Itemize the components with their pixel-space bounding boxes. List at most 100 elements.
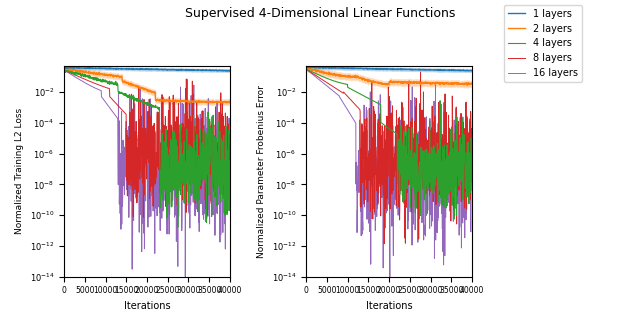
2 layers (61, 66, 68, 70)
16 layers (204, 151, 211, 155)
2 layers (226, 101, 234, 105)
16 layers (408, 243, 416, 247)
2 layers (463, 83, 471, 87)
8 layers (60, 68, 68, 72)
1 layers (408, 67, 415, 71)
1 layers (60, 66, 68, 69)
X-axis label: Iterations: Iterations (124, 301, 170, 311)
16 layers (468, 161, 476, 165)
16 layers (428, 214, 436, 218)
8 layers (408, 163, 416, 167)
1 layers (161, 67, 168, 71)
1 layers (445, 68, 453, 72)
Line: 2 layers: 2 layers (64, 68, 230, 103)
16 layers (186, 134, 194, 138)
Y-axis label: Normalized Training L2 Loss: Normalized Training L2 Loss (15, 108, 24, 234)
2 layers (218, 101, 226, 105)
16 layers (399, 169, 406, 172)
Line: 16 layers: 16 layers (306, 69, 472, 277)
8 layers (399, 148, 406, 152)
4 layers (60, 67, 68, 71)
8 layers (312, 74, 320, 78)
2 layers (166, 99, 174, 103)
1 layers (166, 67, 173, 71)
8 layers (186, 115, 194, 119)
4 layers (403, 169, 411, 172)
2 layers (468, 82, 476, 86)
1 layers (157, 67, 164, 71)
4 layers (157, 174, 164, 178)
1 layers (70, 66, 78, 70)
16 layers (157, 165, 164, 169)
Line: 8 layers: 8 layers (64, 70, 230, 219)
1 layers (224, 69, 232, 73)
8 layers (203, 217, 211, 221)
8 layers (157, 155, 164, 159)
1 layers (403, 67, 411, 71)
16 layers (166, 157, 173, 161)
16 layers (386, 275, 394, 279)
8 layers (403, 123, 411, 127)
16 layers (182, 275, 189, 279)
2 layers (408, 81, 416, 84)
4 layers (166, 148, 174, 152)
4 layers (399, 170, 406, 174)
4 layers (186, 150, 194, 154)
4 layers (468, 188, 476, 192)
4 layers (204, 144, 211, 148)
Legend: 1 layers, 2 layers, 4 layers, 8 layers, 16 layers: 1 layers, 2 layers, 4 layers, 8 layers, … (504, 5, 582, 82)
1 layers (399, 67, 406, 71)
4 layers (408, 126, 415, 130)
2 layers (70, 68, 78, 72)
16 layers (302, 67, 310, 71)
Line: 4 layers: 4 layers (306, 69, 472, 219)
8 layers (302, 67, 310, 71)
2 layers (313, 69, 321, 73)
1 layers (428, 68, 436, 72)
Line: 2 layers: 2 layers (306, 67, 472, 85)
16 layers (161, 173, 168, 177)
16 layers (312, 76, 320, 80)
1 layers (312, 66, 320, 70)
4 layers (70, 71, 78, 75)
4 layers (428, 182, 436, 186)
4 layers (174, 225, 182, 229)
8 layers (428, 104, 436, 108)
16 layers (70, 74, 78, 78)
1 layers (186, 68, 194, 72)
2 layers (399, 80, 406, 84)
2 layers (304, 65, 312, 69)
Line: 8 layers: 8 layers (306, 69, 472, 244)
8 layers (204, 177, 211, 181)
4 layers (226, 185, 234, 189)
1 layers (203, 68, 211, 72)
1 layers (302, 65, 310, 69)
Y-axis label: Normalized Parameter Frobenius Error: Normalized Parameter Frobenius Error (257, 85, 266, 258)
4 layers (61, 67, 68, 70)
2 layers (204, 99, 211, 103)
8 layers (226, 197, 234, 201)
4 layers (161, 155, 169, 159)
16 layers (60, 68, 68, 72)
2 layers (428, 82, 436, 86)
2 layers (445, 82, 453, 85)
X-axis label: Iterations: Iterations (366, 301, 412, 311)
8 layers (468, 127, 476, 131)
2 layers (186, 99, 194, 103)
Line: 16 layers: 16 layers (64, 70, 230, 277)
Text: Supervised 4-Dimensional Linear Functions: Supervised 4-Dimensional Linear Function… (185, 7, 455, 20)
4 layers (445, 177, 453, 181)
4 layers (302, 67, 310, 71)
Line: 4 layers: 4 layers (64, 68, 230, 227)
8 layers (166, 139, 173, 143)
4 layers (312, 72, 320, 76)
2 layers (403, 80, 411, 84)
16 layers (403, 142, 411, 146)
16 layers (445, 126, 453, 130)
8 layers (161, 160, 168, 164)
16 layers (226, 125, 234, 129)
Line: 1 layers: 1 layers (64, 67, 230, 71)
2 layers (157, 98, 164, 102)
2 layers (60, 67, 68, 71)
2 layers (161, 99, 169, 103)
